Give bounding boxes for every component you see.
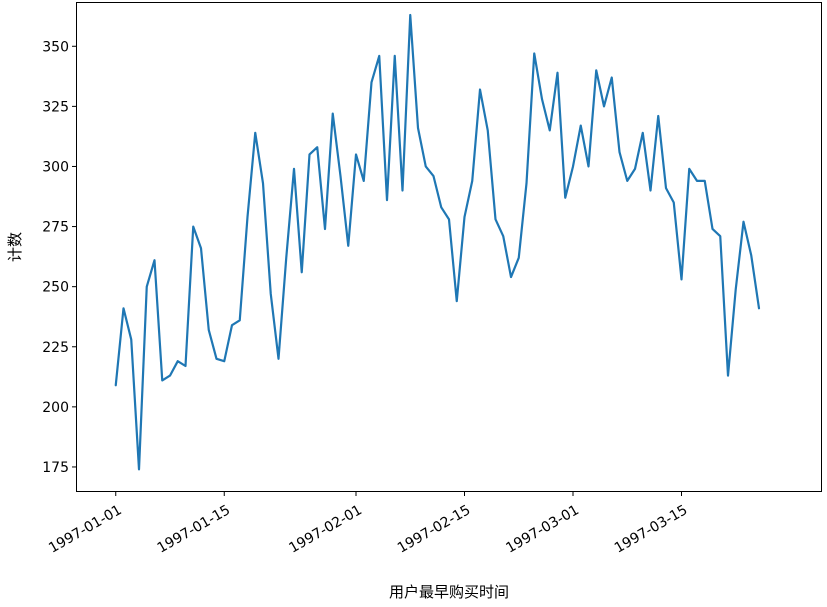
y-tick-label: 175 [42,460,69,476]
x-axis-title: 用户最早购买时间 [389,583,509,601]
y-tick-label: 300 [42,159,69,175]
y-tick-label: 325 [42,99,69,115]
series-line [114,13,761,471]
y-tick-label: 225 [42,340,69,356]
y-tick-label: 200 [42,400,69,416]
y-tick-label: 350 [42,39,69,55]
y-tick-label: 275 [42,220,69,236]
axes-frame [76,2,822,492]
y-tick-label: 250 [42,280,69,296]
y-axis-title: 计数 [6,232,24,262]
y-axis: 175 200 225 250 275 300 325 350 [42,39,77,476]
